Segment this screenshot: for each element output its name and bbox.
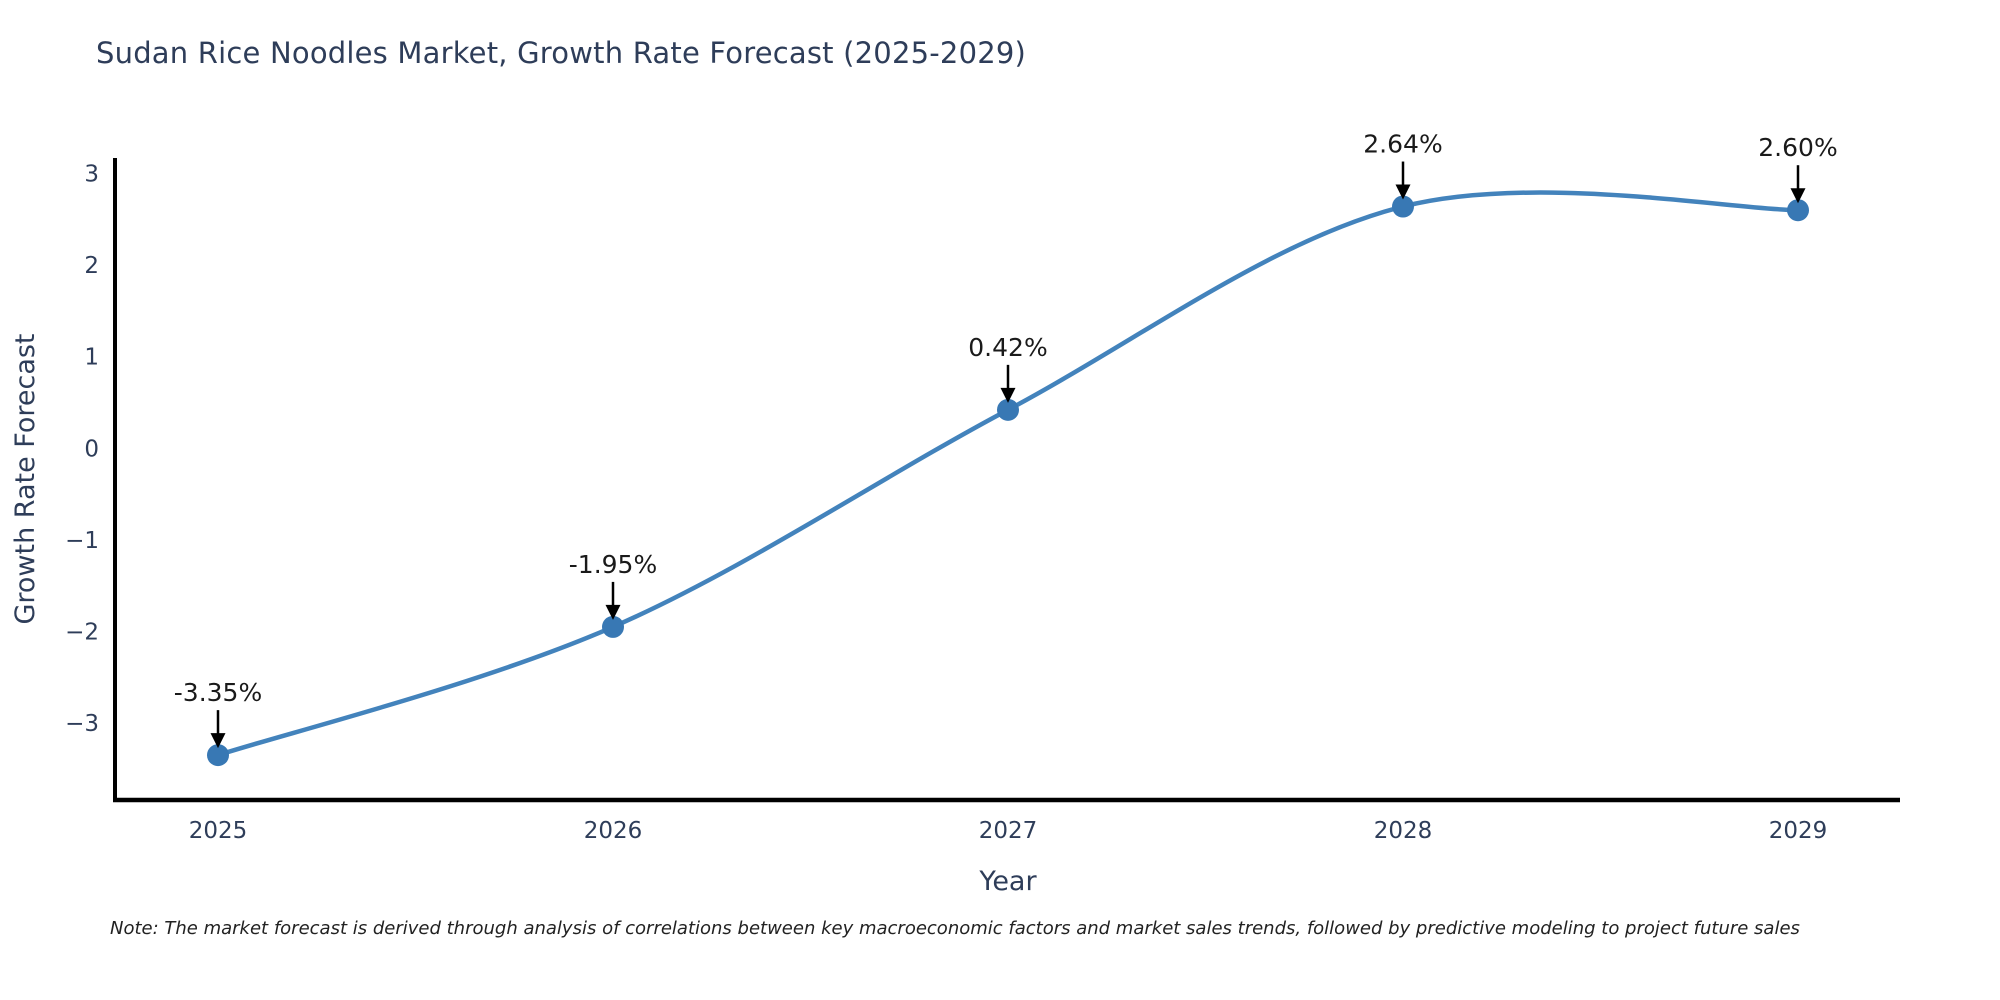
y-tick-label: −3: [65, 711, 99, 737]
chart-title: Sudan Rice Noodles Market, Growth Rate F…: [96, 36, 1027, 70]
point-value-label: -3.35%: [174, 678, 262, 707]
point-value-label: -1.95%: [569, 550, 657, 579]
y-tick-label: 1: [84, 345, 99, 371]
point-value-label: 2.64%: [1363, 130, 1442, 159]
forecast-line: [215, 190, 1801, 758]
x-tick-label: 2026: [584, 818, 643, 844]
data-point-marker[interactable]: [602, 615, 624, 638]
data-point-marker[interactable]: [1787, 199, 1809, 222]
x-tick-label: 2028: [1374, 818, 1433, 844]
point-value-label: 2.60%: [1758, 133, 1837, 162]
annotation-arrowhead: [1790, 188, 1806, 204]
data-point-marker[interactable]: [207, 744, 229, 767]
y-tick-label: −1: [65, 528, 99, 554]
y-tick-label: 2: [84, 253, 99, 279]
annotation-arrowhead: [605, 604, 621, 620]
x-tick-label: 2025: [189, 818, 248, 844]
y-tick-label: 3: [84, 162, 99, 188]
x-axis-label: Year: [978, 866, 1037, 897]
line-chart[interactable]: 3 2 1 0 −1 −2 −3 2025 2026 2027 2028 2029 -3.35% -1…: [0, 0, 2000, 910]
point-value-label: 0.42%: [968, 333, 1047, 362]
footnote: Note: The market forecast is derived thr…: [110, 918, 1800, 939]
annotation-arrowhead: [1395, 184, 1411, 200]
annotation-arrowhead: [1000, 387, 1016, 403]
x-axis-ticks: 2025 2026 2027 2028 2029: [189, 818, 1828, 844]
y-tick-label: 0: [84, 436, 99, 462]
data-series: [207, 190, 1809, 767]
axis-spines: [113, 158, 1900, 803]
x-tick-label: 2027: [979, 818, 1038, 844]
y-axis-ticks: 3 2 1 0 −1 −2 −3: [65, 162, 99, 738]
data-point-marker[interactable]: [1392, 195, 1414, 218]
y-axis-label: Growth Rate Forecast: [10, 333, 41, 624]
data-point-marker[interactable]: [997, 398, 1019, 421]
point-annotations: -3.35% -1.95% 0.42% 2.64% 2.60%: [174, 130, 1838, 749]
y-tick-label: −2: [65, 619, 99, 645]
x-tick-label: 2029: [1769, 818, 1828, 844]
annotation-arrowhead: [210, 733, 226, 749]
